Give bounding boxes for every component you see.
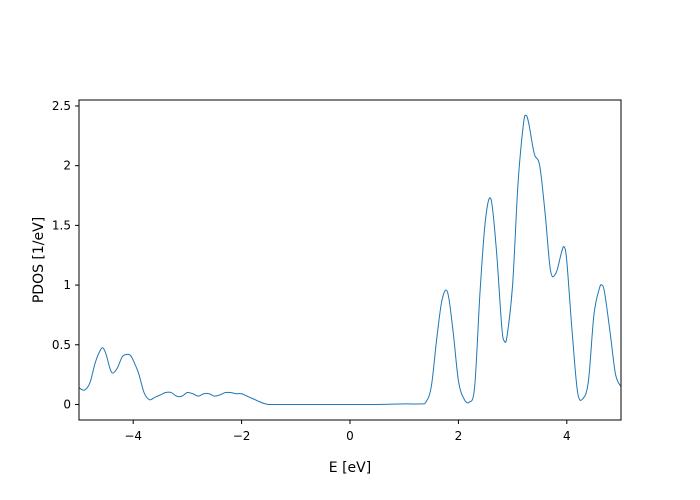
pdos-line [78, 114, 622, 406]
y-axis-ticks: 0 0.5 1 1.5 2 2.5 [52, 99, 79, 411]
plot-area [78, 114, 622, 406]
y-tick-label: 1.5 [52, 218, 71, 232]
y-tick-label: 0.5 [52, 338, 71, 352]
x-axis-ticks: −4 −2 0 2 4 [124, 420, 571, 443]
x-tick-label: 2 [455, 429, 463, 443]
y-tick-label: 2.5 [52, 99, 71, 113]
y-tick-label: 2 [63, 159, 71, 173]
y-tick-label: 1 [63, 278, 71, 292]
x-axis-label: E [eV] [329, 460, 371, 476]
x-tick-label: 0 [346, 429, 354, 443]
y-tick-label: 0 [63, 397, 71, 411]
y-axis-label: PDOS [1/eV] [31, 217, 47, 303]
x-tick-label: 4 [563, 429, 571, 443]
x-tick-label: −4 [124, 429, 142, 443]
x-tick-label: −2 [233, 429, 251, 443]
